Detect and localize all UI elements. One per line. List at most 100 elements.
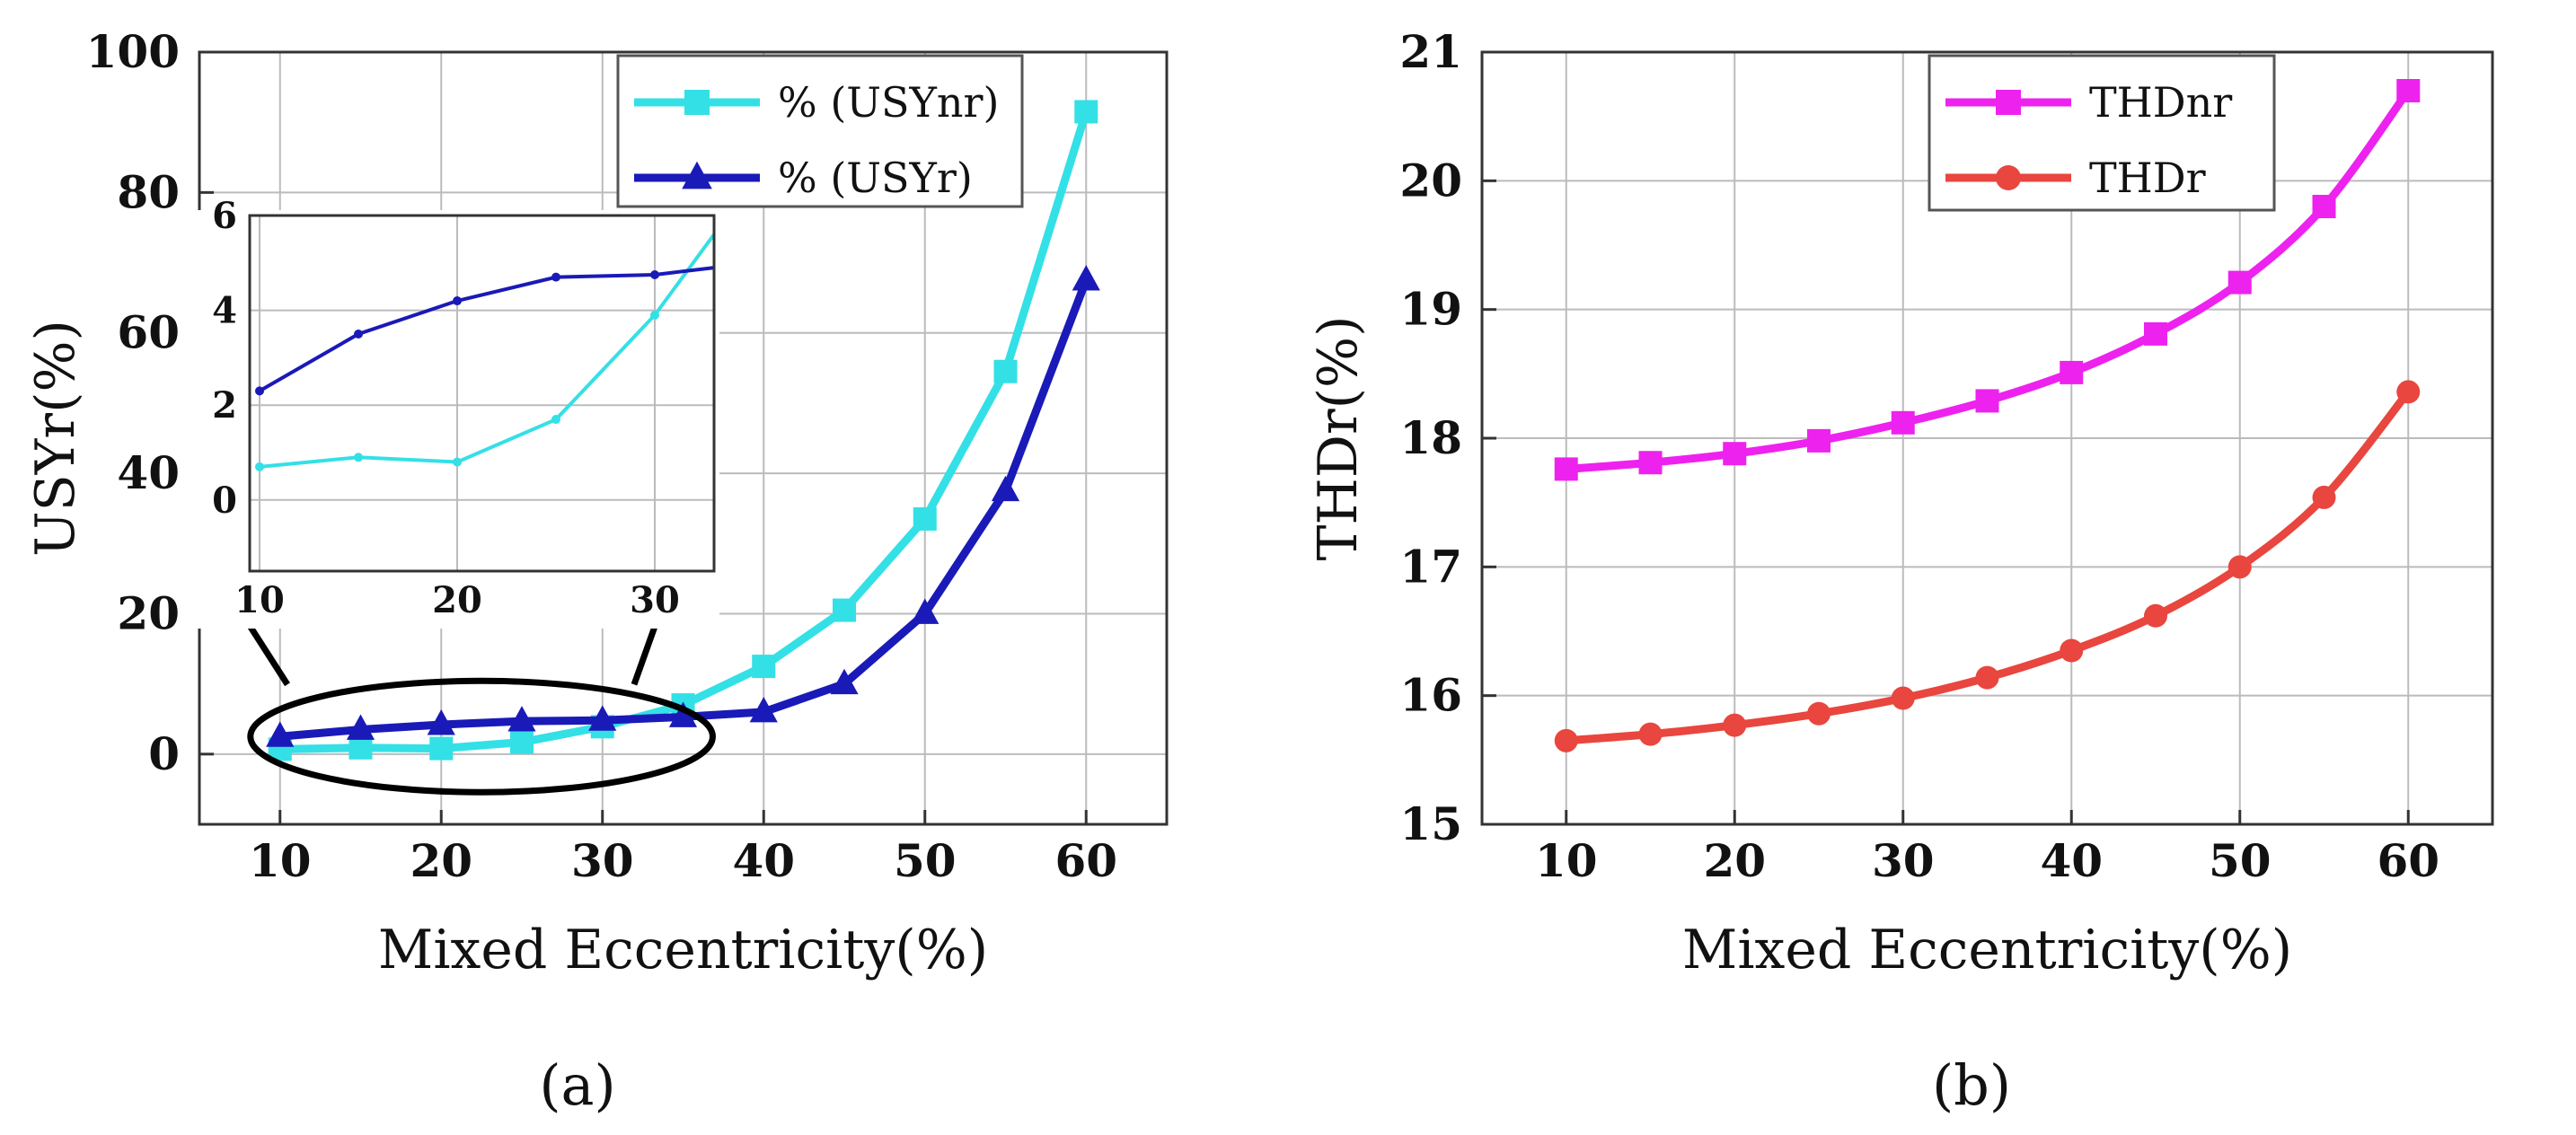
legend-label-2: THDr: [2089, 154, 2206, 202]
data-point-series-2: [668, 701, 698, 727]
zoom-region-ellipse: [247, 677, 716, 796]
inset-data-point-series-2: [551, 272, 560, 282]
legend-label-2: % (USYr): [778, 154, 973, 202]
data-point-series-1: [429, 736, 454, 761]
legend-box: [1928, 54, 2276, 212]
y-axis-title-b: THDr(%): [1307, 316, 1370, 561]
data-point-series-1: [2144, 321, 2167, 346]
legend-marker-1: [684, 90, 710, 115]
legend-marker-2: [1996, 165, 2021, 190]
data-point-series-2: [1891, 686, 1915, 710]
data-point-series-2: [427, 709, 455, 735]
x-tick-label: 60: [2377, 834, 2439, 887]
panel-label-b: (b): [1932, 1052, 2011, 1118]
legend-marker-2: [682, 161, 712, 189]
data-point-series-1: [348, 735, 373, 760]
x-tick-label: 40: [2040, 834, 2103, 887]
x-tick-label: 20: [410, 834, 472, 887]
data-point-series-1: [1891, 410, 1915, 435]
inset-y-tick-label: 6: [212, 195, 237, 237]
y-tick-label: 80: [117, 165, 180, 218]
data-point-series-2: [830, 668, 859, 695]
data-point-series-2: [911, 598, 940, 624]
x-tick-label: 30: [1872, 834, 1935, 887]
legend-label-1: THDnr: [2089, 78, 2232, 127]
inset-data-point-series-1: [255, 462, 264, 471]
inset-series-group: [255, 233, 716, 471]
inset-series-line-1: [259, 233, 716, 469]
data-point-series-1: [1807, 428, 1831, 453]
data-point-series-1: [913, 506, 937, 531]
data-point-series-1: [752, 655, 776, 679]
y-tick-label: 21: [1399, 25, 1462, 78]
y-tick-label: 15: [1399, 797, 1462, 850]
data-point-series-2: [2396, 380, 2421, 404]
data-point-series-1: [993, 359, 1018, 383]
inset-data-point-series-1: [354, 453, 363, 462]
inset-y-tick-label: 0: [212, 480, 237, 522]
y-tick-label: 20: [117, 586, 180, 639]
series-line-1: [1562, 86, 2413, 473]
inset-zoom-chart: 10 20 30 0 2 4 6: [187, 195, 719, 629]
data-point-series-2: [2228, 555, 2252, 579]
series-group-a: [266, 100, 1100, 761]
y-axis-title-a: USYr(%): [24, 320, 87, 557]
data-point-series-2: [749, 696, 778, 723]
y-tick-label: 20: [1399, 154, 1462, 207]
data-point-series-1: [510, 730, 534, 754]
inset-data-point-series-2: [255, 386, 264, 396]
x-tick-label: 60: [1054, 834, 1117, 887]
data-point-series-2: [2312, 485, 2336, 509]
data-point-series-2: [346, 714, 375, 740]
data-point-series-2: [1723, 713, 1747, 737]
data-point-series-1: [1554, 457, 1578, 481]
inset-data-point-series-2: [354, 330, 363, 339]
data-point-series-2: [1554, 728, 1578, 752]
y-tick-label: 18: [1399, 411, 1462, 464]
y-tick-label: 60: [117, 306, 180, 359]
inset-data-point-series-2: [650, 270, 659, 279]
inset-x-tick-label: 30: [630, 579, 680, 621]
legend-a: % (USYnr) % (USYr): [616, 54, 1024, 208]
data-point-series-1: [1975, 389, 1999, 413]
data-point-series-2: [1072, 265, 1100, 291]
x-tick-label: 30: [571, 834, 634, 887]
inset-data-point-series-1: [551, 415, 560, 425]
inset-data-point-series-1: [453, 457, 462, 467]
series-group-b: [1554, 79, 2421, 752]
data-point-series-2: [588, 705, 617, 731]
data-point-series-1: [1723, 442, 1747, 466]
data-point-series-2: [507, 706, 536, 732]
x-tick-label: 50: [894, 834, 957, 887]
chart-panel-b: 10 20 30 40 50 60 15 16 17 18 19 20 21 Mixed Eccentr…: [1307, 25, 2494, 1118]
x-axis-title-b: Mixed Eccentricity(%): [1682, 919, 2292, 981]
x-tick-label: 40: [732, 834, 795, 887]
inset-y-tick-label: 4: [212, 290, 237, 332]
inset-x-tick-label: 20: [432, 579, 482, 621]
inset-x-tick-label: 10: [234, 579, 285, 621]
inset-data-point-series-1: [650, 310, 659, 320]
inset-background: [187, 210, 719, 629]
panel-label-a: (a): [539, 1052, 615, 1118]
y-tick-label: 17: [1399, 540, 1462, 593]
x-tick-label: 10: [1535, 834, 1598, 887]
legend-b: THDnr THDr: [1928, 54, 2276, 212]
data-point-series-2: [2060, 638, 2084, 663]
data-point-series-1: [2312, 195, 2336, 218]
y-tick-label: 16: [1399, 669, 1462, 722]
data-point-series-1: [1074, 100, 1098, 124]
inset-frame: [248, 214, 716, 573]
data-point-series-2: [1975, 665, 1999, 690]
tick-labels-b: 10 20 30 40 50 60 15 16 17 18 19 20 21: [1399, 25, 2439, 887]
data-point-series-2: [1807, 701, 1831, 726]
legend-label-1: % (USYnr): [778, 78, 1000, 127]
data-point-series-1: [833, 598, 856, 622]
inset-y-tick-label: 2: [212, 384, 237, 427]
inset-data-point-series-2: [453, 296, 462, 306]
data-point-series-1: [2396, 79, 2421, 102]
x-axis-title-a: Mixed Eccentricity(%): [378, 919, 988, 981]
y-tick-label: 19: [1399, 283, 1462, 336]
